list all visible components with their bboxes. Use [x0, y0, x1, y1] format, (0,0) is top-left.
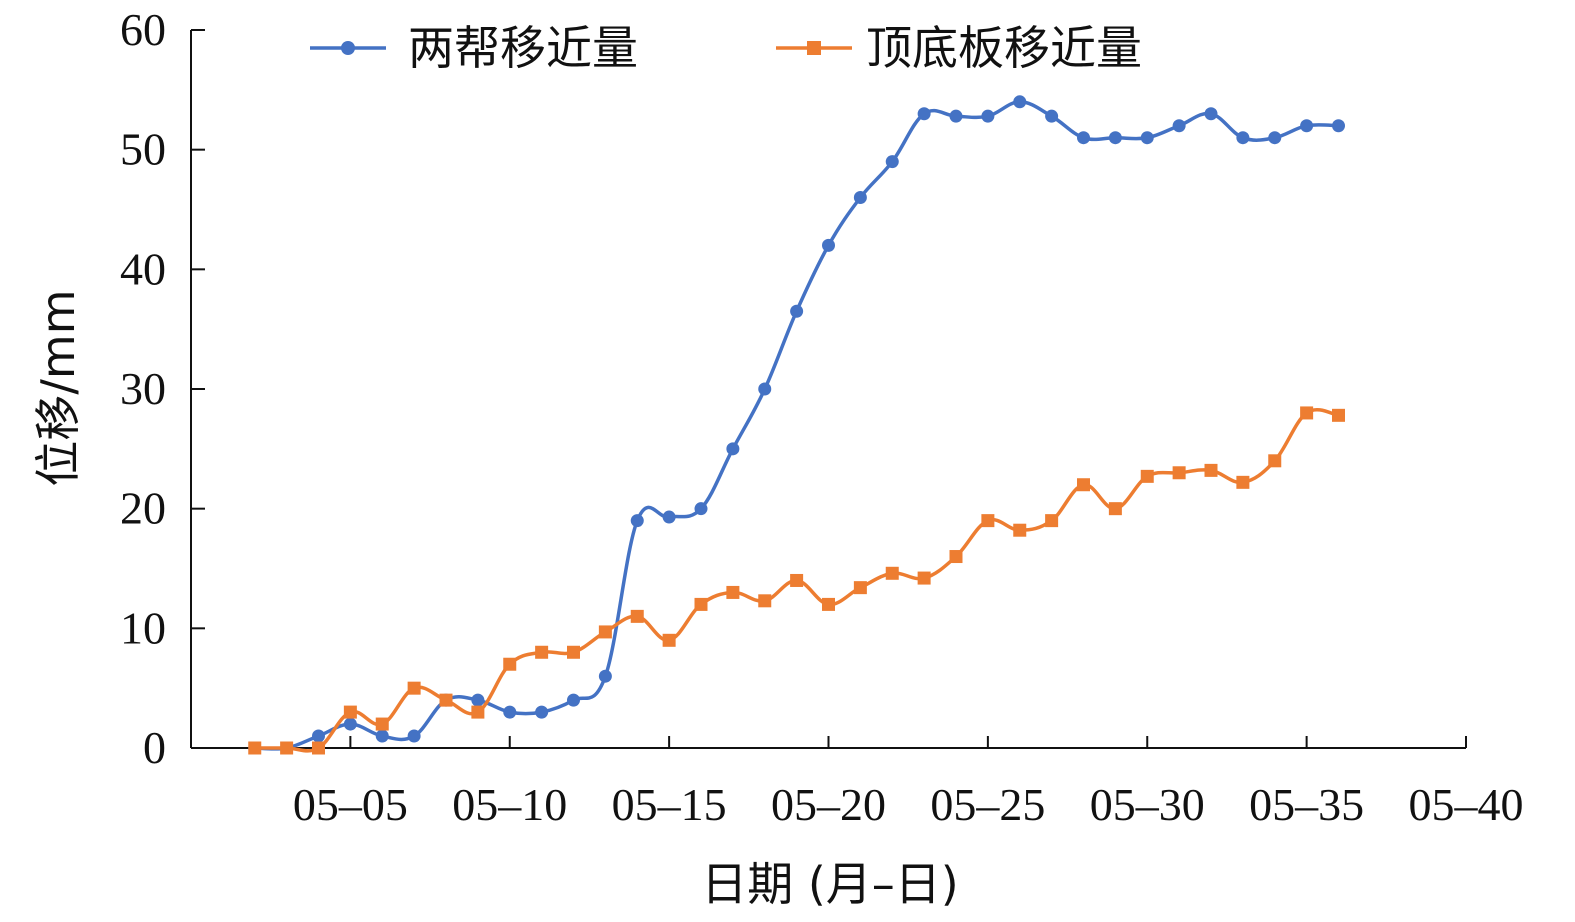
data-point — [981, 109, 995, 123]
legend-marker — [807, 41, 821, 55]
data-point — [949, 550, 963, 564]
data-point — [1045, 109, 1059, 123]
data-point — [248, 741, 262, 755]
x-tick-label: 05–15 — [612, 779, 727, 830]
data-point — [1077, 131, 1090, 145]
data-point — [1204, 463, 1218, 477]
data-point — [949, 109, 963, 123]
data-point — [503, 705, 517, 719]
legend-item-1: 两帮移近量 — [310, 21, 638, 75]
data-point — [375, 717, 389, 731]
y-tick-label: 30 — [120, 363, 166, 414]
data-point — [439, 693, 453, 707]
data-point — [917, 107, 931, 121]
data-point — [885, 155, 899, 169]
y-axis-title: 位移/mm — [31, 289, 85, 486]
x-tick-label: 05–30 — [1090, 779, 1205, 830]
data-point — [758, 382, 772, 396]
data-point — [630, 609, 644, 623]
x-tick-label: 05–05 — [293, 779, 408, 830]
data-point — [375, 729, 389, 743]
data-point — [1300, 119, 1314, 133]
legend-marker — [341, 41, 355, 55]
data-point — [535, 705, 549, 719]
data-point — [471, 705, 485, 719]
data-point — [1268, 454, 1282, 468]
data-point — [981, 514, 995, 528]
data-point — [343, 717, 357, 731]
x-axis-title: 日期 (月–日) — [701, 857, 959, 911]
x-tick-label: 05–10 — [452, 779, 567, 830]
data-point — [662, 633, 676, 647]
data-point — [790, 573, 804, 587]
data-point — [853, 191, 867, 205]
data-point — [726, 442, 740, 456]
data-point — [598, 669, 612, 683]
data-point — [1236, 131, 1250, 145]
data-point — [694, 597, 708, 611]
data-point — [1108, 131, 1122, 145]
legend-label: 两帮移近量 — [408, 21, 638, 75]
data-point — [503, 657, 517, 671]
data-point — [822, 238, 835, 252]
series-1 — [248, 95, 1345, 755]
data-point — [758, 594, 772, 608]
data-point — [1204, 107, 1218, 121]
y-tick-label: 20 — [120, 483, 166, 534]
data-point — [1236, 475, 1250, 489]
data-point — [535, 645, 549, 659]
data-point — [280, 741, 294, 755]
data-point — [790, 304, 804, 318]
series-layer — [248, 95, 1345, 755]
data-point — [312, 741, 325, 755]
data-point — [1300, 406, 1314, 420]
y-tick-label: 10 — [120, 602, 166, 653]
y-tick-label: 50 — [120, 124, 166, 175]
data-point — [1108, 502, 1122, 516]
data-point — [1172, 466, 1186, 480]
data-point — [726, 585, 740, 599]
data-point — [407, 729, 421, 743]
data-point — [1140, 131, 1154, 145]
data-point — [598, 625, 612, 639]
data-point — [471, 693, 485, 707]
x-tick-label: 05–40 — [1409, 779, 1524, 830]
data-point — [1077, 478, 1090, 492]
series-line — [254, 100, 1339, 751]
data-point — [822, 597, 835, 611]
data-point — [917, 571, 931, 585]
series-2 — [248, 406, 1345, 755]
x-tick-label: 05–35 — [1249, 779, 1364, 830]
data-point — [1140, 469, 1154, 483]
data-point — [343, 705, 357, 719]
data-point — [853, 581, 867, 595]
data-point — [312, 729, 325, 743]
data-point — [885, 566, 899, 580]
data-point — [1172, 119, 1186, 133]
x-tick-label: 05–25 — [930, 779, 1045, 830]
data-point — [1268, 131, 1282, 145]
data-point — [1013, 523, 1027, 537]
y-tick-label: 0 — [143, 722, 166, 773]
x-tick-label: 05–20 — [771, 779, 886, 830]
y-tick-label: 60 — [120, 4, 166, 55]
data-point — [407, 681, 421, 695]
data-point — [1332, 408, 1345, 422]
legend-label: 顶底板移近量 — [866, 21, 1142, 75]
y-tick-label: 40 — [120, 243, 166, 294]
data-point — [1332, 119, 1345, 133]
axes: 0 10 20 30 40 50 60 05–05 05–10 05–15 05–20 05–25 05… — [120, 4, 1524, 830]
data-point — [1013, 95, 1027, 109]
data-point — [567, 693, 580, 707]
data-point — [630, 514, 644, 528]
legend-item-2: 顶底板移近量 — [776, 21, 1142, 75]
data-point — [567, 645, 580, 659]
data-point — [694, 502, 708, 516]
data-point — [1045, 514, 1059, 528]
data-point — [662, 510, 676, 524]
legend: 两帮移近量 顶底板移近量 — [310, 21, 1142, 75]
